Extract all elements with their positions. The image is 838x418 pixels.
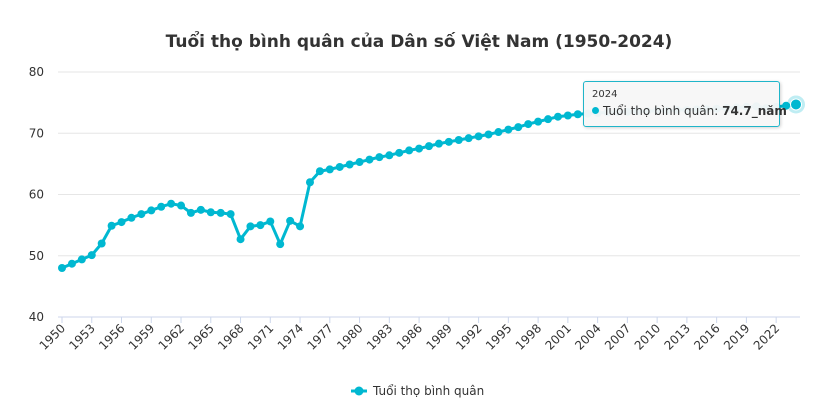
data-point [355,158,364,167]
x-tick-label: 1965 [185,321,216,352]
tooltip: 2024 Tuổi thọ bình quân: 74.7_năm [583,81,787,127]
data-point [504,125,513,134]
tooltip-value: 74.7_năm [722,104,787,118]
data-point [573,110,582,119]
x-tick-label: 1962 [156,321,187,352]
data-point [385,151,394,160]
tooltip-year: 2024 [592,89,618,100]
data-point [137,210,146,219]
x-tick-label: 1959 [126,321,157,352]
y-tick-label: 40 [29,310,44,324]
x-tick-label: 2019 [721,321,752,352]
data-point [117,218,126,227]
data-point [345,160,354,169]
data-point [216,208,225,217]
data-point [534,117,543,126]
data-point [514,123,523,132]
data-point [286,216,295,225]
x-tick-label: 1986 [394,321,425,352]
data-point [425,142,433,151]
data-point [246,222,255,231]
data-point [256,221,265,230]
x-tick-label: 2013 [662,321,693,352]
data-point [553,112,562,121]
legend[interactable]: Tuổi thọ bình quân [351,384,484,398]
data-point [474,132,483,141]
data-point [444,137,453,146]
data-point [375,153,384,162]
data-point [276,240,285,249]
data-point [77,255,86,264]
y-tick-label: 50 [29,249,44,263]
y-tick-label: 60 [29,188,44,202]
data-point [167,199,176,208]
data-point [494,128,503,137]
x-tick-label: 2010 [632,321,663,352]
data-point [524,120,533,129]
x-tick-label: 1980 [334,321,365,352]
x-tick-label: 1989 [423,321,454,352]
x-tick-label: 2022 [751,321,782,352]
data-point [415,144,424,153]
x-tick-label: 1995 [483,321,514,352]
x-tick-label: 1992 [453,321,484,352]
data-point [157,202,166,211]
data-point [266,217,275,226]
data-point [335,162,344,171]
data-point [97,239,106,248]
x-tick-label: 1983 [364,321,395,352]
data-point [395,148,404,157]
x-tick-label: 1953 [66,321,97,352]
x-tick-label: 1956 [96,321,127,352]
data-point [296,222,305,231]
tooltip-series-dot [592,107,599,114]
chart-title: Tuổi thọ bình quân của Dân số Việt Nam (… [166,30,673,52]
y-tick-label: 80 [29,65,44,79]
data-point [206,208,215,217]
data-point [365,155,374,164]
data-point [127,213,136,222]
data-point [177,201,186,210]
data-point [196,205,205,214]
data-point [107,221,116,230]
data-point [147,206,156,215]
data-point [563,111,572,120]
data-point [67,259,76,268]
x-tick-label: 2016 [691,321,722,352]
data-point [186,208,195,217]
x-tick-label: 1998 [513,321,544,352]
data-point [305,178,314,187]
grid-lines [58,71,800,257]
data-point [226,210,235,219]
data-point [405,146,414,155]
x-tick-label: 1971 [245,321,276,352]
series-line [60,102,798,270]
tooltip-label: Tuổi thọ bình quân: [603,104,719,118]
tooltip-line: Tuổi thọ bình quân: 74.7_năm [592,104,787,119]
x-tick-label: 1974 [275,321,306,352]
x-tick-label: 2004 [572,321,603,352]
x-tick-label: 1977 [304,321,335,352]
y-tick-label: 70 [29,126,44,140]
data-point [315,167,324,176]
data-point [782,101,791,110]
data-point [454,135,463,144]
legend-label: Tuổi thọ bình quân [372,384,484,398]
data-point [236,235,245,244]
legend-marker [354,386,364,396]
x-tick-label: 2001 [542,321,573,352]
x-tick-label: 1950 [37,321,68,352]
data-point [544,115,553,124]
data-point [87,251,96,260]
data-point [58,264,66,272]
data-point [464,134,473,143]
x-tick-label: 2007 [602,321,633,352]
data-point-highlighted [790,98,802,111]
x-tick-label: 1968 [215,321,246,352]
data-point [325,165,334,174]
data-point [434,139,443,148]
data-point [484,130,493,139]
